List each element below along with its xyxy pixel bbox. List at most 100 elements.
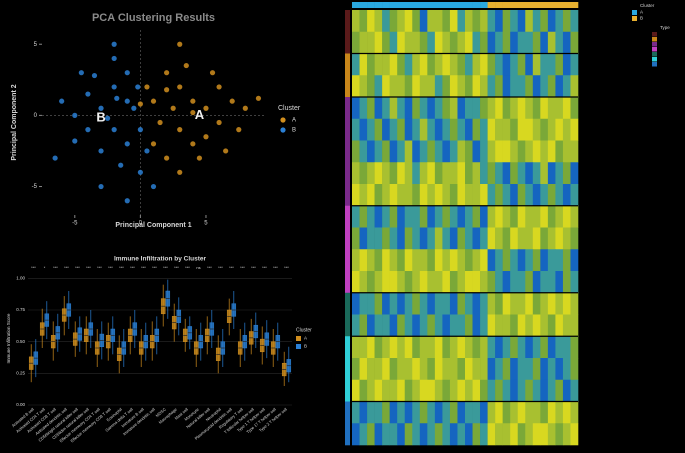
cell xyxy=(510,401,519,424)
point xyxy=(104,115,111,121)
cell xyxy=(525,227,534,250)
cell xyxy=(525,358,534,381)
cell xyxy=(389,292,398,315)
cell xyxy=(517,227,526,250)
column-annotation xyxy=(547,2,556,8)
cell xyxy=(532,205,541,228)
cell xyxy=(442,97,451,120)
cell xyxy=(419,184,428,207)
cell xyxy=(352,423,360,446)
cell xyxy=(404,249,413,272)
x-axis-label: Principal Component 1 xyxy=(115,222,191,229)
cell xyxy=(427,227,436,250)
cell xyxy=(434,379,443,402)
cell xyxy=(562,75,571,98)
cell xyxy=(525,10,534,33)
legend-label: A xyxy=(292,118,296,124)
column-annotation xyxy=(352,2,360,8)
cell xyxy=(555,401,564,424)
cell xyxy=(562,53,571,76)
cell xyxy=(487,75,496,98)
cell xyxy=(367,227,375,250)
cell xyxy=(359,75,368,98)
cell xyxy=(465,314,473,337)
cell xyxy=(374,31,383,54)
legend-title: Cluster xyxy=(278,105,301,112)
cell xyxy=(397,140,406,163)
cell xyxy=(532,140,541,163)
significance: *** xyxy=(152,265,157,270)
cell xyxy=(397,118,406,141)
cell xyxy=(442,31,451,54)
cell xyxy=(487,249,496,272)
cell xyxy=(359,10,368,33)
cell xyxy=(382,205,390,228)
cell xyxy=(412,292,421,315)
cell xyxy=(517,53,526,76)
point xyxy=(164,155,170,161)
legend-title: Cluster xyxy=(296,327,312,333)
cell xyxy=(382,162,390,185)
cell xyxy=(555,53,564,76)
cell xyxy=(419,205,428,228)
cell xyxy=(472,31,481,54)
cell xyxy=(540,97,549,120)
cell xyxy=(412,227,421,250)
column-annotation xyxy=(374,2,383,8)
cell xyxy=(495,162,503,185)
cell xyxy=(502,249,511,272)
cell xyxy=(570,423,579,446)
cell xyxy=(547,162,556,185)
point xyxy=(150,183,157,190)
cell xyxy=(457,10,466,33)
cell xyxy=(555,31,564,54)
cell xyxy=(404,31,413,54)
cell xyxy=(434,162,443,185)
cell xyxy=(465,358,473,381)
cell xyxy=(502,205,511,228)
y-tick-label: 5 xyxy=(34,42,38,48)
row-annotation xyxy=(345,314,350,337)
point xyxy=(124,98,130,104)
cell xyxy=(419,53,428,76)
cell xyxy=(382,53,390,76)
significance: ns xyxy=(196,265,200,270)
cell xyxy=(367,10,375,33)
cell xyxy=(382,271,390,294)
cell xyxy=(532,249,541,272)
cell xyxy=(517,358,526,381)
cell xyxy=(352,249,360,272)
cell xyxy=(555,271,564,294)
legend-swatch xyxy=(296,344,301,349)
column-annotation xyxy=(449,2,458,8)
cell xyxy=(382,10,390,33)
cell xyxy=(374,205,383,228)
cell xyxy=(555,227,564,250)
significance: *** xyxy=(75,265,80,270)
cell xyxy=(457,162,466,185)
cell xyxy=(547,140,556,163)
cell xyxy=(404,205,413,228)
cell xyxy=(562,205,571,228)
cell xyxy=(442,292,451,315)
cell xyxy=(487,358,496,381)
point xyxy=(114,95,120,101)
cell xyxy=(449,140,458,163)
cell xyxy=(517,314,526,337)
cell xyxy=(389,184,398,207)
point xyxy=(177,127,183,133)
row-annotation xyxy=(345,140,350,163)
cell xyxy=(397,314,406,337)
cell xyxy=(562,10,571,33)
point xyxy=(98,105,104,111)
cell xyxy=(434,97,443,120)
cell xyxy=(374,118,383,141)
cell xyxy=(525,53,534,76)
cell xyxy=(382,140,390,163)
cell xyxy=(570,358,579,381)
row-annotation xyxy=(345,227,350,250)
cell xyxy=(442,140,451,163)
point xyxy=(135,84,141,90)
cell xyxy=(472,97,481,120)
